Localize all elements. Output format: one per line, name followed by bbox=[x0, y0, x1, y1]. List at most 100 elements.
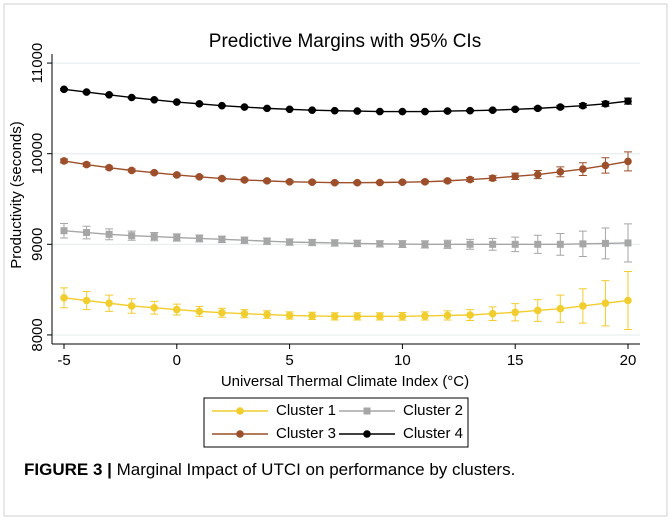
data-point bbox=[330, 106, 339, 115]
data-point bbox=[466, 175, 474, 184]
data-point bbox=[353, 312, 362, 321]
data-point bbox=[173, 98, 181, 106]
series-line bbox=[63, 88, 629, 113]
legend-marker bbox=[363, 407, 371, 415]
data-point bbox=[105, 299, 113, 308]
figure-border bbox=[3, 3, 668, 517]
data-point bbox=[105, 90, 113, 99]
data-point bbox=[624, 157, 632, 166]
data-point bbox=[398, 178, 407, 187]
series-line bbox=[63, 160, 629, 184]
data-point bbox=[330, 312, 339, 321]
data-point bbox=[105, 163, 113, 172]
data-point bbox=[488, 106, 497, 114]
data-point bbox=[218, 101, 226, 110]
data-point bbox=[82, 88, 91, 96]
data-point bbox=[466, 311, 474, 319]
legend-box bbox=[203, 397, 469, 448]
data-point bbox=[398, 240, 406, 248]
data-point bbox=[511, 172, 519, 181]
legend-marker bbox=[363, 430, 371, 438]
data-point bbox=[511, 105, 519, 114]
data-point bbox=[624, 239, 632, 247]
data-point bbox=[443, 107, 452, 115]
data-point bbox=[150, 95, 159, 104]
chart-title: Predictive Margins with 95% CIs bbox=[209, 31, 481, 52]
data-point bbox=[60, 293, 68, 302]
data-point bbox=[556, 103, 565, 111]
y-tick-label: 8000 bbox=[29, 318, 46, 351]
data-point bbox=[105, 230, 113, 238]
data-point bbox=[308, 178, 316, 187]
data-point bbox=[127, 93, 136, 102]
y-tick-label: 11000 bbox=[29, 43, 46, 84]
data-point bbox=[533, 104, 542, 113]
legend: Cluster 1 Cluster 2 Cluster 3 Cluster 4 bbox=[212, 402, 463, 442]
x-tick-label: 5 bbox=[285, 352, 293, 369]
data-point bbox=[173, 234, 181, 242]
data-point bbox=[421, 240, 429, 248]
data-point bbox=[421, 312, 429, 320]
data-point bbox=[353, 107, 362, 115]
data-point bbox=[421, 107, 429, 116]
data-point bbox=[443, 311, 452, 320]
x-tick-label: 10 bbox=[394, 352, 411, 369]
data-point bbox=[285, 311, 294, 320]
data-point bbox=[579, 302, 587, 310]
legend-label: Cluster 1 bbox=[276, 402, 336, 419]
data-point bbox=[195, 234, 203, 242]
data-point bbox=[195, 100, 204, 108]
x-axis-title: Universal Thermal Climate Index (°C) bbox=[221, 373, 469, 390]
data-point bbox=[511, 240, 519, 248]
data-point bbox=[195, 172, 204, 181]
caption: FIGURE 3 | Marginal Impact of UTCI on pe… bbox=[24, 460, 515, 479]
legend-marker bbox=[236, 407, 244, 415]
data-point bbox=[83, 229, 91, 237]
data-point bbox=[488, 309, 497, 318]
data-point bbox=[240, 103, 249, 111]
data-point bbox=[195, 307, 204, 316]
data-point bbox=[579, 240, 587, 248]
data-point bbox=[421, 177, 429, 186]
data-point bbox=[173, 171, 181, 179]
x-tick-label: 20 bbox=[620, 352, 637, 369]
x-tick-label: -5 bbox=[57, 352, 70, 369]
data-point bbox=[353, 178, 362, 187]
data-point bbox=[353, 239, 361, 247]
y-tick-label: 10000 bbox=[29, 133, 46, 175]
data-point bbox=[376, 178, 384, 187]
data-point bbox=[127, 302, 136, 310]
data-point bbox=[173, 305, 181, 314]
caption-label: FIGURE 3 | bbox=[24, 460, 112, 479]
data-point bbox=[443, 177, 452, 185]
data-point bbox=[624, 97, 632, 105]
y-axis-title: Productivity (seconds) bbox=[8, 121, 25, 269]
data-point bbox=[263, 237, 271, 245]
data-point bbox=[533, 170, 542, 179]
data-point bbox=[218, 308, 226, 317]
caption-text: Marginal Impact of UTCI on performance b… bbox=[112, 460, 515, 479]
data-point bbox=[579, 101, 587, 110]
series-line bbox=[63, 297, 629, 318]
data-point bbox=[534, 240, 542, 248]
data-point bbox=[444, 240, 452, 248]
data-point bbox=[82, 296, 91, 305]
data-point bbox=[579, 165, 587, 173]
data-point bbox=[601, 100, 610, 108]
data-point bbox=[511, 308, 519, 317]
legend-marker bbox=[236, 430, 244, 438]
data-point bbox=[556, 304, 565, 313]
data-point bbox=[376, 240, 384, 248]
data-point bbox=[240, 236, 248, 244]
data-point bbox=[150, 303, 159, 312]
data-point bbox=[60, 85, 68, 94]
data-point bbox=[263, 104, 271, 113]
x-tick-label: 0 bbox=[173, 352, 181, 369]
data-point bbox=[150, 233, 158, 241]
series-line bbox=[63, 230, 629, 246]
data-point bbox=[82, 160, 91, 169]
data-point bbox=[218, 235, 226, 243]
data-point bbox=[240, 309, 249, 318]
